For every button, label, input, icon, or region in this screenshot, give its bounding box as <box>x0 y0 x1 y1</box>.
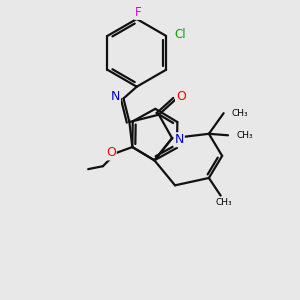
Text: CH₃: CH₃ <box>236 131 253 140</box>
Text: O: O <box>176 91 186 103</box>
Text: N: N <box>111 91 120 103</box>
Text: CH₃: CH₃ <box>215 198 232 207</box>
Text: N: N <box>175 133 184 146</box>
Text: CH₃: CH₃ <box>232 109 248 118</box>
Text: Cl: Cl <box>174 28 186 41</box>
Text: F: F <box>135 6 142 19</box>
Text: O: O <box>106 146 116 159</box>
